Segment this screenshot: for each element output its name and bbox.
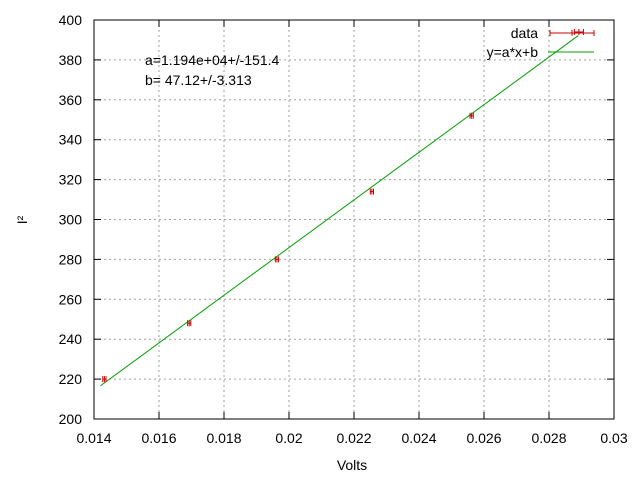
x-tick-label: 0.02 <box>275 430 302 446</box>
y-tick-label: 320 <box>59 172 83 188</box>
x-tick-label: 0.026 <box>466 430 501 446</box>
fit-annotation-a: a=1.194e+04+/-151.4 <box>145 52 280 68</box>
x-tick-label: 0.016 <box>141 430 176 446</box>
legend-error-sample <box>549 30 595 36</box>
y-tick-label: 220 <box>59 371 83 387</box>
legend: data y=a*x+b <box>487 25 595 60</box>
y-tick-label: 240 <box>59 331 83 347</box>
y-tick-label: 360 <box>59 92 83 108</box>
data-point <box>102 376 107 383</box>
fit-annotation-b: b= 47.12+/-3.313 <box>145 72 252 88</box>
x-tick-label: 0.03 <box>600 430 627 446</box>
axis-ticks <box>93 19 615 420</box>
x-tick-label: 0.014 <box>76 430 111 446</box>
grid <box>94 20 614 419</box>
x-tick-labels: 0.014 0.016 0.018 0.02 0.022 0.024 0.026 0.028 0… <box>76 430 627 446</box>
x-tick-label: 0.028 <box>531 430 566 446</box>
y-tick-label: 200 <box>59 411 83 427</box>
y-tick-label: 380 <box>59 52 83 68</box>
y-axis-label: I² <box>14 215 30 224</box>
data-point <box>369 188 374 195</box>
x-tick-label: 0.022 <box>336 430 371 446</box>
y-tick-label: 400 <box>59 12 83 28</box>
y-tick-labels: 200 220 240 260 280 300 320 340 360 380 400 <box>59 12 83 427</box>
y-tick-label: 280 <box>59 251 83 267</box>
data-point <box>187 320 192 327</box>
y-tick-label: 300 <box>59 212 83 228</box>
data-points <box>102 28 584 383</box>
data-point <box>469 112 474 119</box>
x-axis-label: Volts <box>337 457 367 473</box>
y-tick-label: 340 <box>59 132 83 148</box>
data-point <box>274 256 280 263</box>
fit-line <box>100 35 579 387</box>
data-point <box>573 28 584 35</box>
x-tick-label: 0.018 <box>206 430 241 446</box>
y-tick-label: 260 <box>59 291 83 307</box>
legend-label-fit: y=a*x+b <box>487 44 539 60</box>
x-tick-label: 0.024 <box>401 430 436 446</box>
legend-label-data: data <box>511 25 538 41</box>
fit-line-segment <box>100 35 579 387</box>
legend-sample-data <box>549 30 595 36</box>
